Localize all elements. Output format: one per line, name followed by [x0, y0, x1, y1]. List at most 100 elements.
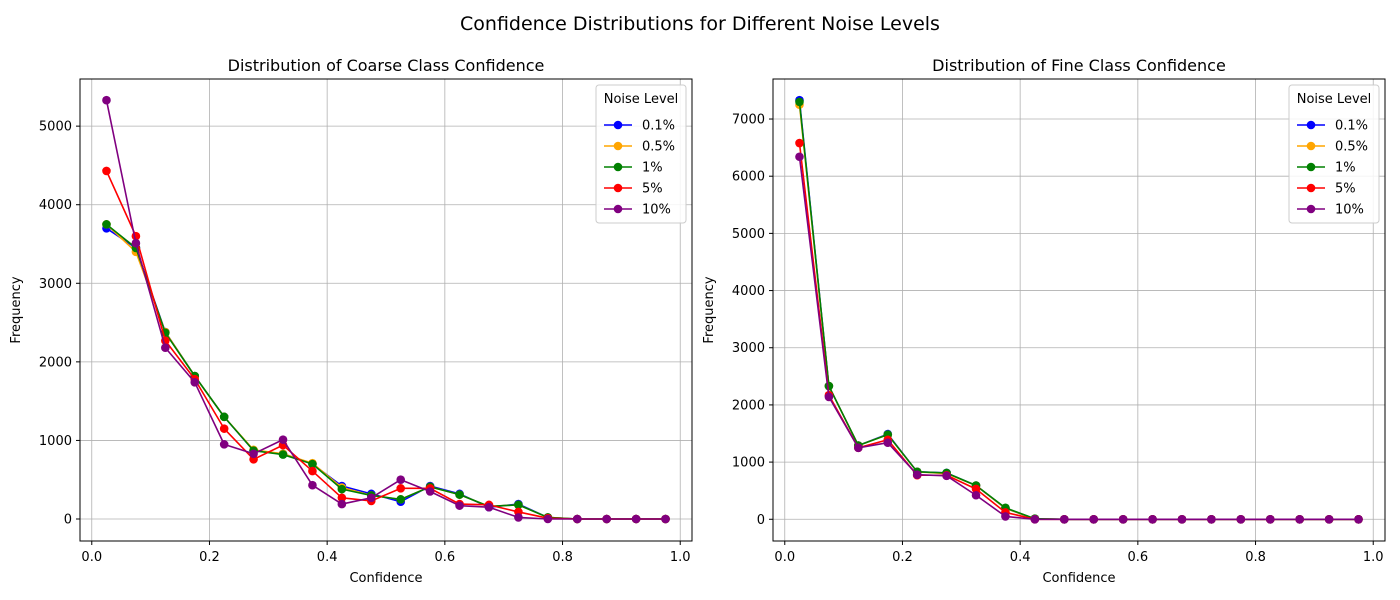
fine-series-point-4 [824, 392, 834, 402]
fine-series-point-3 [971, 484, 981, 494]
coarse-series-point-4 [572, 514, 582, 524]
coarse-confidence-chart: 0.0 0.2 0.4 0.6 0.8 1.0 0 1000 2000 3000 4000 5000 D… [9, 56, 693, 586]
coarse-legend-swatch-marker [613, 120, 623, 130]
coarse-series-point-4 [278, 435, 288, 444]
fine-series-point-4 [1265, 514, 1275, 524]
fine-series-point-4 [1030, 514, 1040, 524]
fine-chart-title: Distribution of Fine Class Confidence [932, 56, 1226, 75]
fine-y-tick-label: 5000 [732, 227, 765, 242]
coarse-legend-swatch-marker [613, 162, 623, 172]
fine-x-tick-label: 0.4 [1010, 550, 1031, 565]
fine-series-point-4 [1118, 514, 1128, 524]
fine-series-point-4 [883, 438, 893, 447]
coarse-series-point-4 [102, 95, 111, 105]
fine-series-point-4 [854, 443, 863, 453]
fine-legend-label: 10% [1335, 203, 1364, 218]
coarse-y-tick-label: 5000 [39, 120, 72, 135]
fine-confidence-chart: 0.0 0.2 0.4 0.6 0.8 1.0 0 1000 2000 3000 4000 5000 6… [702, 56, 1386, 586]
coarse-x-tick-label: 0.8 [552, 550, 573, 565]
coarse-legend-swatch-marker [613, 204, 623, 214]
coarse-series-point-4 [161, 343, 170, 353]
fine-axes-frame [772, 78, 1386, 542]
coarse-series-point-4 [661, 514, 670, 524]
coarse-series-point-4 [190, 377, 200, 387]
fine-series-point-4 [795, 152, 804, 162]
coarse-legend-label: 10% [642, 203, 671, 218]
coarse-series-point-2 [102, 220, 111, 229]
coarse-x-tick-label: 0.2 [199, 550, 220, 565]
coarse-legend-swatch-marker [613, 141, 623, 151]
coarse-series-point-4 [308, 480, 317, 490]
fine-legend-label: 5% [1335, 182, 1356, 197]
fine-legend-swatch-marker [1306, 162, 1316, 172]
coarse-axes-frame [79, 78, 693, 542]
coarse-legend-title: Noise Level [604, 92, 679, 107]
coarse-x-tick-label: 0.4 [317, 550, 338, 565]
coarse-series-point-4 [396, 475, 406, 485]
fine-x-tick-label: 0.0 [774, 550, 795, 565]
fine-y-tick-label: 6000 [732, 170, 765, 185]
fine-series-point-4 [971, 490, 981, 500]
coarse-series-point-2 [455, 490, 464, 499]
fine-y-tick-label: 7000 [732, 113, 765, 128]
fine-series-point-4 [942, 471, 951, 481]
coarse-series-point-3 [219, 424, 229, 433]
coarse-series-point-3 [102, 166, 111, 176]
fine-y-axis-label: Frequency [702, 276, 717, 343]
coarse-y-tick-label: 4000 [39, 198, 72, 213]
fine-series-point-4 [1324, 514, 1334, 524]
coarse-series-point-3 [396, 484, 406, 493]
fine-legend-swatch-marker [1306, 120, 1316, 130]
fine-series-point-4 [1177, 514, 1187, 524]
coarse-x-tick-label: 0.6 [435, 550, 456, 565]
coarse-legend-label: 0.5% [642, 140, 675, 155]
coarse-series-point-2 [219, 412, 229, 422]
fine-series-point-4 [1148, 514, 1157, 524]
coarse-series-point-4 [249, 449, 258, 459]
fine-series-point-2 [795, 97, 804, 107]
coarse-series-point-2 [337, 484, 347, 494]
fine-y-tick-label: 2000 [732, 398, 765, 413]
coarse-y-tick-label: 0 [64, 513, 72, 528]
coarse-x-tick-label: 0.0 [81, 550, 102, 565]
fine-legend-swatch-marker [1306, 183, 1316, 193]
fine-legend-label: 0.1% [1335, 119, 1368, 134]
fine-legend-label: 0.5% [1335, 140, 1368, 155]
coarse-x-tick-label: 1.0 [670, 550, 691, 565]
coarse-series-point-2 [308, 459, 317, 469]
coarse-series-point-2 [514, 500, 523, 510]
coarse-y-axis-label: Frequency [9, 276, 24, 343]
coarse-chart-title: Distribution of Coarse Class Confidence [228, 56, 545, 75]
coarse-series-point-4 [366, 493, 376, 503]
fine-legend-title: Noise Level [1297, 92, 1372, 107]
fine-series-point-4 [1295, 514, 1304, 524]
coarse-series-point-4 [602, 514, 611, 524]
fine-y-tick-label: 3000 [732, 341, 765, 356]
coarse-series-point-4 [543, 514, 553, 524]
coarse-legend-swatch-marker [613, 183, 623, 193]
coarse-legend-label: 1% [642, 161, 663, 176]
coarse-series-point-4 [131, 238, 141, 248]
coarse-series-point-4 [455, 501, 464, 510]
fine-y-tick-label: 0 [757, 513, 765, 528]
coarse-series-line-4 [105, 100, 666, 520]
fine-legend-swatch-marker [1306, 204, 1316, 214]
fine-series-point-3 [795, 138, 804, 148]
coarse-legend: Noise Level 0.1% 0.5% 1% 5% 10% [595, 84, 687, 224]
coarse-series-point-4 [337, 499, 347, 509]
fine-series-point-4 [1059, 514, 1069, 524]
coarse-series-point-4 [514, 513, 523, 522]
coarse-series-point-4 [219, 440, 229, 449]
coarse-y-tick-label: 3000 [39, 277, 72, 292]
coarse-series-point-3 [308, 466, 317, 476]
fine-series-point-4 [1207, 514, 1216, 524]
fine-legend-swatch-marker [1306, 141, 1316, 151]
coarse-series-point-2 [396, 495, 406, 504]
coarse-y-tick-label: 1000 [39, 434, 72, 449]
coarse-series-point-4 [631, 514, 641, 524]
fine-plot-area [773, 79, 1385, 541]
figure-suptitle: Confidence Distributions for Different N… [460, 13, 940, 35]
coarse-series-point-3 [337, 493, 347, 503]
coarse-y-tick-label: 2000 [39, 355, 72, 370]
